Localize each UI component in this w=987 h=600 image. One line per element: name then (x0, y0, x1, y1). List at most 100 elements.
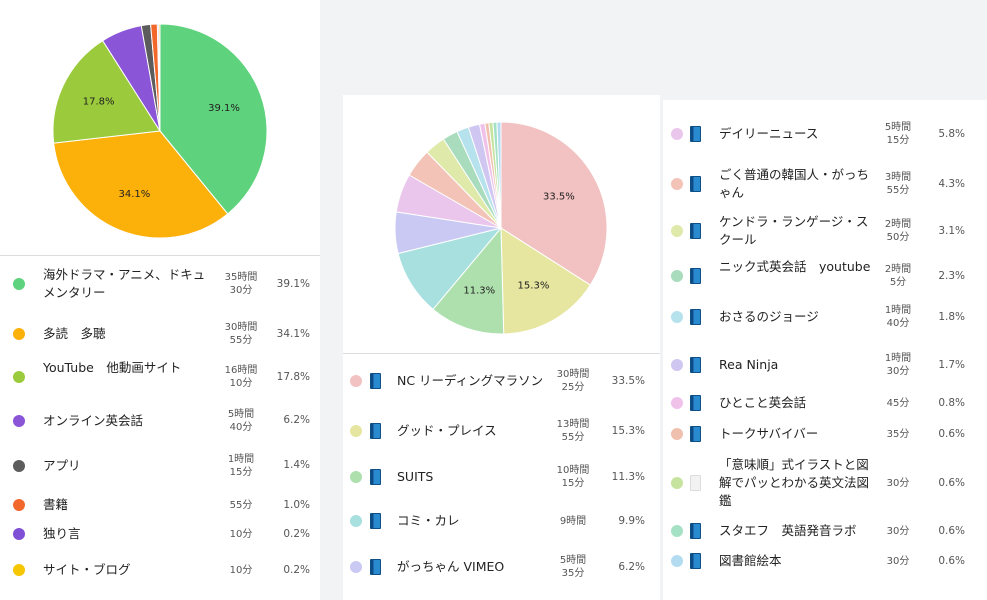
legend-percent: 0.6% (938, 427, 965, 440)
legend-item: 書籍 55分 1.0% (0, 481, 320, 529)
material-pie-chart: 33.5% 15.3% 11.3% (394, 121, 608, 335)
legend-color-dot (13, 459, 25, 472)
legend-item: アプリ 1時間 15分 1.4% (0, 443, 320, 488)
legend-percent: 0.2% (283, 563, 310, 576)
legend-time: 30分 (886, 555, 910, 567)
legend-time: 5時間 35分 (559, 555, 587, 579)
legend-percent: 0.2% (283, 527, 310, 540)
legend-label: スタエフ 英語発音ラボ (719, 523, 857, 538)
legend-label: NC リーディングマラソン (397, 373, 544, 388)
slice-percent-label: 17.8% (83, 97, 115, 108)
material-legend-continued-panel: デイリーニュース 5時間 15分 5.8% ごく普通の韓国人・がっちゃん 3時間 55分 4.… (663, 100, 987, 600)
legend-color-dot (671, 225, 683, 237)
category-chart-panel: 39.1% 34.1% 17.8% 海外ドラマ・アニメ、ドキュメンタリー 35時間 30… (0, 0, 320, 600)
legend-label: 海外ドラマ・アニメ、ドキュメンタリー (43, 267, 206, 300)
legend-percent: 0.6% (938, 476, 965, 489)
legend-time: 2時間 5分 (884, 264, 912, 288)
legend-label: 多読 多聴 (43, 326, 106, 341)
book-icon (690, 309, 701, 325)
book-icon (690, 176, 701, 192)
legend-percent: 0.6% (938, 554, 965, 567)
book-icon (370, 469, 381, 485)
legend-label: 図書館絵本 (719, 553, 782, 568)
legend-time: 5時間 15分 (884, 122, 912, 146)
book-icon (690, 395, 701, 411)
material-chart-panel: 33.5% 15.3% 11.3% NC リーディングマラソン 30時間 25分 33.5… (343, 95, 660, 600)
slice-percent-label: 33.5% (543, 191, 575, 202)
book-icon (690, 223, 701, 239)
legend-label: サイト・ブログ (43, 562, 131, 577)
legend-label: YouTube 他動画サイト (43, 360, 182, 375)
pie-slice (496, 121, 502, 229)
legend-item: 「意味順」式イラストと図解でパッとわかる英文法図鑑 30分 0.6% (663, 450, 987, 516)
legend-item: 海外ドラマ・アニメ、ドキュメンタリー 35時間 30分 39.1% (0, 256, 320, 312)
legend-color-dot (350, 515, 362, 527)
pie-slice (159, 23, 268, 215)
legend-time: 1時間 40分 (884, 305, 912, 329)
legend-color-dot (671, 397, 683, 409)
pie-slice (500, 121, 608, 286)
pie-slice (158, 23, 161, 132)
category-pie-chart: 39.1% 34.1% 17.8% (52, 23, 268, 239)
pie-slice (432, 226, 505, 335)
book-icon (370, 513, 381, 529)
legend-time: 10分 (229, 564, 253, 576)
legend-time: 30時間 55分 (224, 322, 258, 346)
legend-percent: 34.1% (276, 327, 310, 340)
book-icon (370, 373, 381, 389)
legend-color-dot (350, 471, 362, 483)
legend-percent: 2.3% (938, 269, 965, 282)
legend-percent: 6.2% (618, 560, 645, 573)
legend-item: スタエフ 英語発音ラボ 30分 0.6% (663, 516, 987, 546)
legend-label: SUITS (397, 469, 434, 484)
legend-label: Rea Ninja (719, 357, 779, 372)
legend-item: おさるのジョージ 1時間 40分 1.8% (663, 296, 987, 338)
legend-time: 13時間 55分 (556, 419, 590, 443)
legend-color-dot (671, 525, 683, 537)
legend-percent: 33.5% (611, 374, 645, 387)
book-icon (370, 559, 381, 575)
legend-percent: 1.8% (938, 310, 965, 323)
legend-color-dot (350, 375, 362, 387)
legend-color-dot (13, 371, 25, 383)
legend-label: ニック式英会話 youtube (719, 259, 871, 274)
legend-label: コミ・カレ (397, 513, 460, 528)
legend-time: 1時間 15分 (227, 453, 255, 478)
divider (0, 255, 320, 256)
legend-percent: 5.8% (938, 127, 965, 140)
book-icon (690, 357, 701, 373)
legend-color-dot (13, 499, 25, 511)
legend-time: 3時間 55分 (884, 172, 912, 196)
legend-percent: 3.1% (938, 224, 965, 237)
legend-percent: 4.3% (938, 177, 965, 190)
legend-color-dot (671, 555, 683, 567)
legend-percent: 1.0% (283, 498, 310, 511)
legend-label: ケンドラ・ランゲージ・スクール (719, 214, 869, 247)
legend-percent: 0.8% (938, 396, 965, 409)
legend-time: 35分 (886, 428, 910, 440)
legend-item: ごく普通の韓国人・がっちゃん 3時間 55分 4.3% (663, 163, 987, 205)
book-icon (690, 523, 701, 539)
legend-item: デイリーニュース 5時間 15分 5.8% (663, 105, 987, 163)
legend-color-dot (13, 414, 25, 427)
legend-percent: 0.6% (938, 524, 965, 537)
pie-slice (53, 130, 229, 239)
legend-label: トークサバイバー (719, 426, 819, 441)
legend-item: YouTube 他動画サイト 16時間 10分 17.8% (0, 356, 320, 398)
material-legend: NC リーディングマラソン 30時間 25分 33.5% グッド・プレイス 13時間 55分… (343, 354, 660, 600)
legend-color-dot (13, 564, 25, 576)
legend-color-dot (671, 270, 683, 282)
legend-percent: 11.3% (611, 470, 645, 483)
legend-color-dot (671, 359, 683, 371)
legend-item: ケンドラ・ランゲージ・スクール 2時間 50分 3.1% (663, 204, 987, 258)
legend-item: NC リーディングマラソン 30時間 25分 33.5% (343, 354, 660, 408)
legend-percent: 15.3% (611, 424, 645, 437)
slice-percent-label: 15.3% (518, 280, 550, 291)
legend-time: 1時間 30分 (884, 353, 912, 377)
legend-time: 10分 (229, 528, 253, 540)
legend-item: 図書館絵本 30分 0.6% (663, 546, 987, 576)
legend-item: がっちゃん VIMEO 5時間 35分 6.2% (343, 542, 660, 592)
blank-book-icon (690, 475, 701, 491)
legend-color-dot (13, 278, 25, 290)
slice-percent-label: 11.3% (463, 285, 495, 296)
